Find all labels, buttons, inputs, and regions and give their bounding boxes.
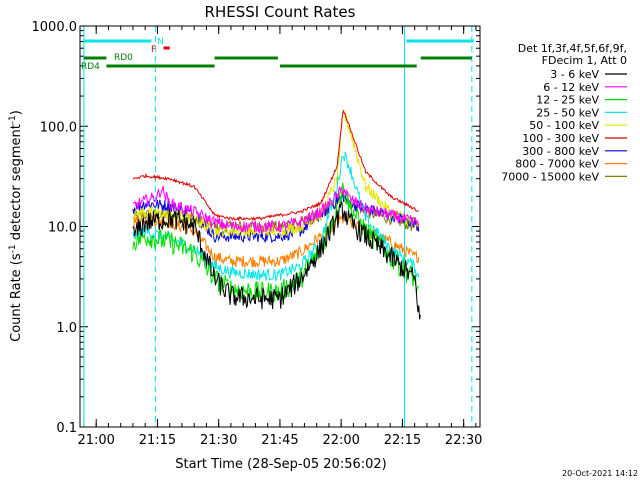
- legend-header: Det 1f,3f,4f,5f,6f,9f,: [518, 42, 627, 55]
- x-axis-label: Start Time (28-Sep-05 20:56:02): [175, 457, 386, 472]
- series-line-2: [132, 182, 420, 303]
- legend-label: 25 - 50 keV: [536, 106, 599, 119]
- plot-frame: [79, 25, 481, 428]
- x-tick-label: 22:15: [384, 433, 421, 448]
- y-tick-label: 0.1: [56, 421, 77, 436]
- y-axis-label: Count Rate (s-1 detector segment-1): [8, 110, 24, 342]
- x-tick-label: 22:30: [445, 433, 482, 448]
- y-tick-label: 1000.0: [32, 20, 78, 35]
- y-axis-label-part: Count Rate (s: [9, 253, 24, 342]
- annotation-label: F: [151, 45, 156, 55]
- y-tick-label: 100.0: [40, 120, 77, 135]
- y-tick-label: 10.0: [48, 221, 77, 236]
- legend-label: 7000 - 15000 keV: [501, 170, 599, 183]
- series-line-3: [132, 151, 420, 282]
- y-axis-label-part: -1: [8, 115, 18, 124]
- legend-label: 800 - 7000 keV: [515, 158, 599, 171]
- timestamp: 20-Oct-2021 14:12: [562, 469, 638, 478]
- annotation-label: RD0: [114, 53, 133, 63]
- legend-header: FDecim 1, Att 0: [542, 54, 627, 67]
- y-tick-label: 1.0: [56, 321, 77, 336]
- series-line-0: [132, 201, 421, 320]
- series-line-5: [132, 109, 419, 222]
- legend-label: 6 - 12 keV: [543, 81, 599, 94]
- annotation-label: N: [157, 37, 164, 47]
- x-tick-label: 21:30: [200, 433, 237, 448]
- legend-label: 12 - 25 keV: [536, 94, 599, 107]
- chart-title: RHESSI Count Rates: [205, 3, 356, 21]
- annotation-label: RD4: [81, 62, 100, 72]
- y-axis-label-part: ): [9, 110, 24, 115]
- legend-label: 50 - 100 keV: [529, 119, 599, 132]
- x-tick-label: 21:00: [77, 433, 114, 448]
- series-line-1: [132, 185, 420, 234]
- x-tick-label: 21:45: [261, 433, 298, 448]
- legend: Det 1f,3f,4f,5f,6f,9f,FDecim 1, Att 03 -…: [501, 42, 627, 183]
- y-axis-label-part: detector segment: [9, 124, 24, 244]
- x-tick-label: 22:00: [322, 433, 359, 448]
- series-line-7: [132, 212, 420, 269]
- legend-label: 3 - 6 keV: [550, 68, 599, 81]
- x-tick-label: 21:15: [139, 433, 176, 448]
- y-axis-label-part: -1: [8, 244, 18, 253]
- legend-label: 100 - 300 keV: [522, 132, 599, 145]
- legend-label: 300 - 800 keV: [522, 145, 599, 158]
- series-line-4: [132, 108, 420, 238]
